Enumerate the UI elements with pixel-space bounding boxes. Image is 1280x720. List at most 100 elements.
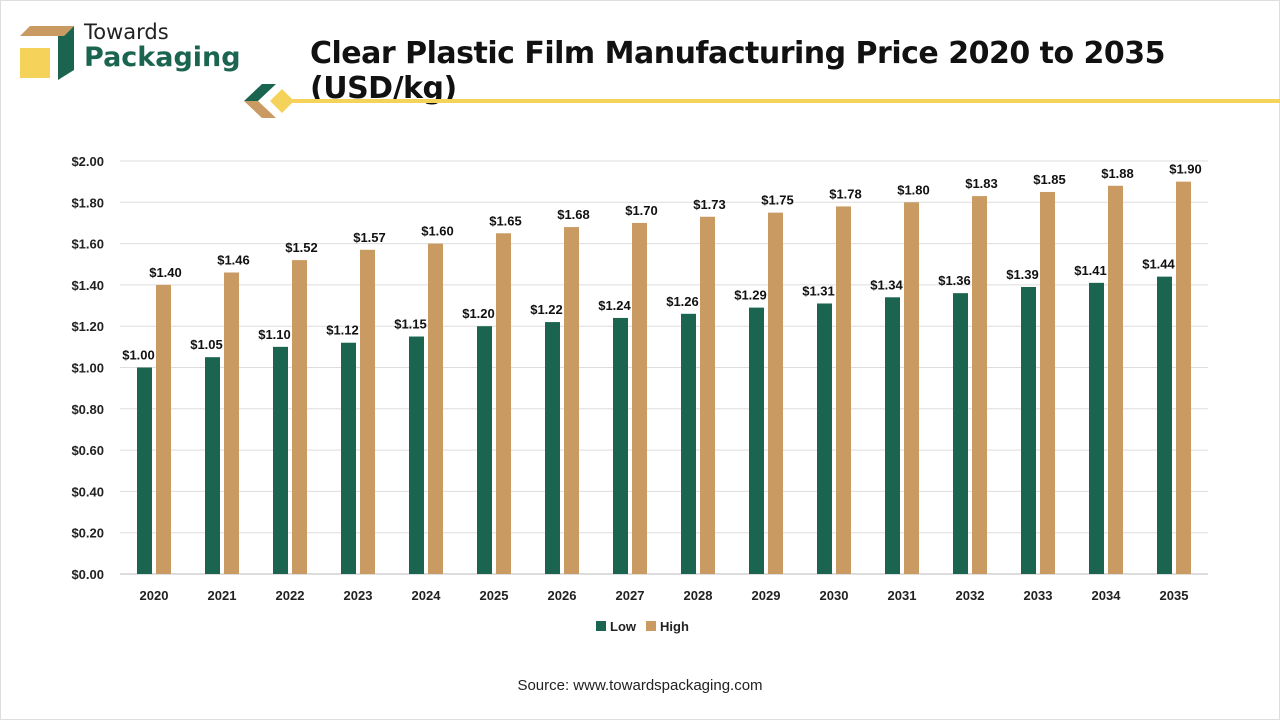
bar-high	[496, 233, 511, 574]
y-tick-label: $1.60	[71, 237, 104, 252]
bar-low	[137, 367, 152, 574]
y-tick-label: $0.40	[71, 484, 104, 499]
bar-low	[749, 307, 764, 574]
data-label: $1.65	[489, 213, 522, 228]
x-tick-label: 2027	[616, 588, 645, 603]
x-tick-label: 2033	[1024, 588, 1053, 603]
data-label: $1.00	[122, 348, 155, 363]
data-label: $1.60	[421, 224, 454, 239]
x-tick-label: 2030	[820, 588, 849, 603]
x-tick-label: 2031	[888, 588, 917, 603]
data-label: $1.78	[829, 186, 862, 201]
data-label: $1.75	[761, 193, 794, 208]
bar-high	[904, 202, 919, 575]
data-label: $1.12	[326, 323, 359, 338]
y-tick-label: $0.00	[71, 567, 104, 582]
data-label: $1.70	[625, 203, 658, 218]
bar-low	[477, 326, 492, 574]
y-tick-label: $0.60	[71, 443, 104, 458]
data-label: $1.44	[1142, 257, 1175, 272]
bar-low	[885, 297, 900, 574]
bar-high	[700, 216, 715, 574]
bar-high	[564, 227, 579, 574]
y-tick-label: $1.20	[71, 319, 104, 334]
data-label: $1.57	[353, 230, 386, 245]
bar-low	[681, 313, 696, 574]
bar-low	[545, 322, 560, 574]
bar-low	[205, 357, 220, 574]
bar-high	[632, 222, 647, 574]
bar-low	[273, 346, 288, 574]
x-tick-label: 2029	[752, 588, 781, 603]
x-tick-label: 2034	[1092, 588, 1122, 603]
x-tick-label: 2021	[208, 588, 237, 603]
data-label: $1.41	[1074, 263, 1107, 278]
legend-label: Low	[610, 619, 637, 634]
bar-high	[972, 196, 987, 575]
y-tick-label: $1.00	[71, 361, 104, 376]
bar-high	[1176, 181, 1191, 574]
x-tick-label: 2026	[548, 588, 577, 603]
bar-low	[1089, 282, 1104, 574]
data-label: $1.22	[530, 302, 563, 317]
x-tick-label: 2022	[276, 588, 305, 603]
data-label: $1.10	[258, 327, 291, 342]
data-label: $1.20	[462, 306, 495, 321]
data-label: $1.34	[870, 277, 903, 292]
data-label: $1.40	[149, 265, 182, 280]
data-label: $1.05	[190, 337, 223, 352]
data-label: $1.24	[598, 298, 631, 313]
data-label: $1.36	[938, 273, 971, 288]
data-label: $1.26	[666, 294, 699, 309]
data-label: $1.85	[1033, 172, 1066, 187]
brand-line2: Packaging	[84, 42, 241, 73]
y-tick-label: $0.20	[71, 526, 104, 541]
bar-high	[1108, 185, 1123, 574]
bar-high	[156, 284, 171, 574]
data-label: $1.88	[1101, 166, 1134, 181]
data-label: $1.31	[802, 283, 835, 298]
x-tick-label: 2023	[344, 588, 373, 603]
bar-high	[360, 249, 375, 575]
brand-line1: Towards	[84, 20, 169, 44]
legend-label: High	[660, 619, 689, 634]
x-tick-label: 2025	[480, 588, 509, 603]
x-tick-label: 2035	[1160, 588, 1189, 603]
bar-low	[1157, 276, 1172, 574]
bar-low	[1021, 286, 1036, 574]
data-label: $1.90	[1169, 162, 1202, 177]
y-tick-label: $0.80	[71, 402, 104, 417]
data-label: $1.46	[217, 253, 250, 268]
legend-swatch-low	[596, 621, 606, 631]
bar-low	[817, 303, 832, 574]
data-label: $1.73	[693, 197, 726, 212]
y-tick-label: $1.40	[71, 278, 104, 293]
bar-high	[1040, 191, 1055, 574]
x-tick-label: 2020	[140, 588, 169, 603]
bar-high	[292, 260, 307, 574]
data-label: $1.68	[557, 207, 590, 222]
bar-high	[428, 243, 443, 574]
data-label: $1.52	[285, 240, 318, 255]
data-label: $1.29	[734, 288, 767, 303]
bar-low	[341, 342, 356, 574]
bar-high	[836, 206, 851, 574]
data-label: $1.80	[897, 182, 930, 197]
y-tick-label: $1.80	[71, 195, 104, 210]
towards-packaging-logo	[20, 26, 74, 80]
x-tick-label: 2024	[412, 588, 442, 603]
bar-low	[613, 317, 628, 574]
bar-low	[953, 293, 968, 574]
legend-swatch-high	[646, 621, 656, 631]
data-label: $1.15	[394, 317, 427, 332]
x-tick-label: 2028	[684, 588, 713, 603]
data-label: $1.83	[965, 176, 998, 191]
title-decoration	[244, 84, 1280, 118]
x-tick-label: 2032	[956, 588, 985, 603]
data-label: $1.39	[1006, 267, 1039, 282]
bar-low	[409, 336, 424, 574]
bar-high	[768, 212, 783, 574]
y-tick-label: $2.00	[71, 154, 104, 169]
bar-high	[224, 272, 239, 574]
